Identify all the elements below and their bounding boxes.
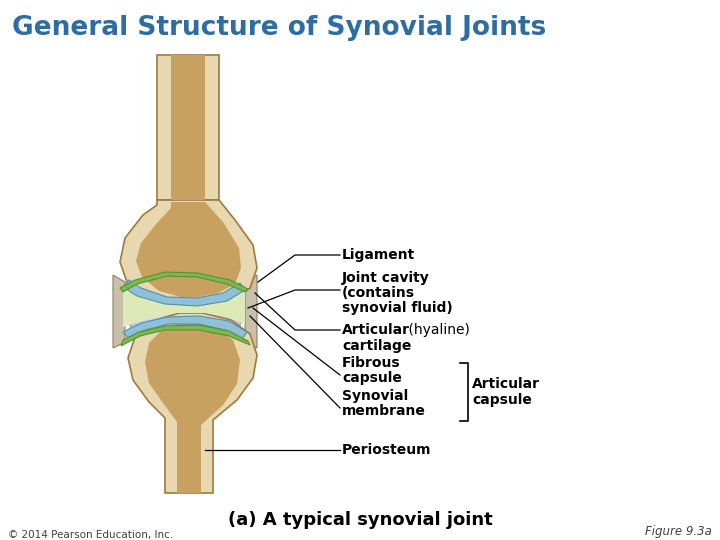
Text: Synovial: Synovial: [342, 389, 408, 403]
Text: capsule: capsule: [342, 371, 402, 385]
Ellipse shape: [127, 258, 243, 362]
Text: membrane: membrane: [342, 404, 426, 418]
Text: (contains: (contains: [342, 286, 415, 300]
Text: Ligament: Ligament: [342, 248, 415, 262]
Polygon shape: [121, 325, 250, 346]
Polygon shape: [171, 55, 205, 200]
Ellipse shape: [135, 265, 235, 355]
Polygon shape: [128, 313, 257, 493]
Polygon shape: [120, 200, 257, 307]
Polygon shape: [123, 280, 245, 306]
Polygon shape: [145, 322, 240, 493]
Text: synovial fluid): synovial fluid): [342, 301, 453, 315]
Text: (hyaline): (hyaline): [404, 323, 470, 337]
Polygon shape: [157, 55, 219, 200]
Text: General Structure of Synovial Joints: General Structure of Synovial Joints: [12, 15, 546, 41]
Text: Articular
capsule: Articular capsule: [472, 377, 540, 407]
Text: Figure 9.3a: Figure 9.3a: [645, 525, 712, 538]
Text: Periosteum: Periosteum: [342, 443, 431, 457]
Text: Fibrous: Fibrous: [342, 356, 400, 370]
Polygon shape: [120, 272, 248, 292]
Polygon shape: [123, 290, 245, 327]
Polygon shape: [123, 316, 247, 339]
Polygon shape: [245, 275, 257, 348]
Text: © 2014 Pearson Education, Inc.: © 2014 Pearson Education, Inc.: [8, 530, 174, 540]
Text: (a) A typical synovial joint: (a) A typical synovial joint: [228, 511, 492, 529]
Text: Joint cavity: Joint cavity: [342, 271, 430, 285]
Text: cartilage: cartilage: [342, 339, 411, 353]
Polygon shape: [113, 275, 125, 348]
Text: Articular: Articular: [342, 323, 410, 337]
Polygon shape: [136, 202, 241, 297]
